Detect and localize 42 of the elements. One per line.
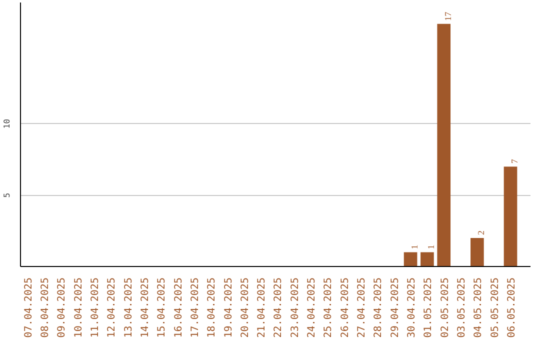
bar xyxy=(504,166,518,266)
x-tick-label: 30.04.2025 xyxy=(406,277,418,338)
x-tick-label: 10.04.2025 xyxy=(73,277,84,338)
x-tick-label: 24.04.2025 xyxy=(306,277,318,338)
x-tick-label: 11.04.2025 xyxy=(90,277,101,338)
x-tick-label: 29.04.2025 xyxy=(390,277,401,338)
x-tick-label: 26.04.2025 xyxy=(340,277,351,338)
data-label: 1 xyxy=(426,244,436,250)
x-tick-label: 06.05.2025 xyxy=(506,277,518,338)
x-tick-label: 28.04.2025 xyxy=(373,277,384,338)
data-label: 2 xyxy=(476,230,486,235)
x-tick-label: 21.04.2025 xyxy=(256,277,268,338)
x-tick-label: 18.04.2025 xyxy=(206,277,218,338)
bar xyxy=(404,252,418,266)
x-tick-label: 23.04.2025 xyxy=(290,277,301,338)
x-tick-label: 20.04.2025 xyxy=(240,277,251,338)
x-tick-label: 04.05.2025 xyxy=(473,277,484,338)
data-label: 17 xyxy=(442,11,453,21)
x-tick-label: 12.04.2025 xyxy=(106,277,118,338)
bar xyxy=(420,252,434,266)
x-tick-label: 14.04.2025 xyxy=(140,277,151,338)
x-tick-label: 17.04.2025 xyxy=(190,277,201,338)
bar xyxy=(437,24,451,266)
x-tick-label: 13.04.2025 xyxy=(123,277,134,338)
data-label: 7 xyxy=(510,158,520,164)
x-tick-label: 16.04.2025 xyxy=(173,277,184,338)
x-tick-label: 05.05.2025 xyxy=(490,277,501,338)
x-tick-label: 19.04.2025 xyxy=(223,277,234,338)
x-tick-label: 08.04.2025 xyxy=(40,277,51,338)
x-tick-label: 07.04.2025 xyxy=(23,277,34,338)
x-tick-label: 15.04.2025 xyxy=(156,277,168,338)
data-label: 1 xyxy=(410,244,420,250)
x-tick-label: 02.05.2025 xyxy=(440,277,451,338)
x-tick-label: 27.04.2025 xyxy=(356,277,368,338)
x-tick-label: 25.04.2025 xyxy=(323,277,334,338)
x-tick-label: 03.05.2025 xyxy=(456,277,468,338)
y-tick-label: 5 xyxy=(2,192,12,198)
x-tick-label: 22.04.2025 xyxy=(273,277,284,338)
y-tick-label: 10 xyxy=(2,118,12,129)
x-tick-label: 01.05.2025 xyxy=(423,277,434,338)
bar xyxy=(470,238,484,266)
x-tick-label: 09.04.2025 xyxy=(56,277,68,338)
